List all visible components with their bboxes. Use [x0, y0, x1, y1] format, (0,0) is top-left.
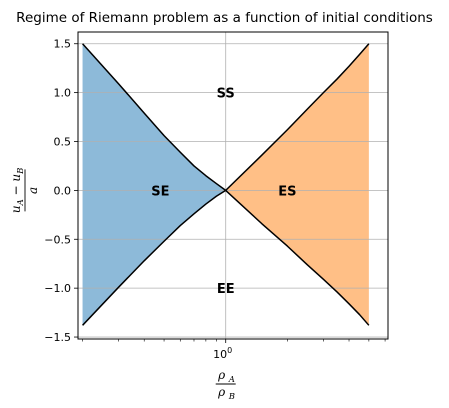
grid-lines [78, 32, 388, 339]
boundary-curve-1 [82, 43, 227, 191]
x-tick-label: 100 [213, 346, 232, 361]
region-fill-es [225, 43, 369, 326]
boundary-curve-4 [225, 189, 370, 326]
y-tick-label: 0.0 [54, 184, 72, 197]
chart-title: Regime of Riemann problem as a function … [16, 10, 433, 26]
y-tick-label: 0.5 [54, 136, 72, 149]
region-label-se: SE [151, 184, 169, 199]
region-label-ee: EE [217, 282, 235, 297]
region-labels: SE ES SS EE [151, 87, 296, 298]
x-label-numerator-sub: A [228, 375, 235, 385]
y-tick-label: 1.0 [54, 87, 72, 100]
y-axis-label: uA − uBa [9, 168, 40, 214]
axes-frame [77, 31, 389, 340]
region-fills [82, 43, 369, 326]
axis-ticks: 1.5 1.0 0.5 0.0 −0.5 −1.0 −1.5 100 [44, 38, 386, 361]
x-label-denominator-sub: B [228, 392, 235, 402]
y-label-numerator: uA − uB [9, 168, 26, 214]
region-label-es: ES [278, 184, 296, 199]
region-label-ss: SS [217, 87, 235, 102]
x-label-denominator: ρ [217, 385, 225, 399]
y-tick-label: −1.5 [44, 331, 71, 344]
y-label-denominator: a [26, 187, 40, 194]
x-axis-label: ρ Aρ B [215, 368, 236, 402]
boundary-curve-2 [82, 189, 227, 326]
y-tick-label: −1.0 [44, 282, 71, 295]
y-tick-label: 1.5 [54, 38, 72, 51]
axes-border [77, 31, 389, 340]
boundary-curves [82, 43, 370, 326]
x-label-numerator: ρ [217, 368, 225, 382]
boundary-curve-3 [225, 43, 370, 191]
y-label-group: uA − uBa [9, 168, 40, 214]
y-tick-label: −0.5 [44, 233, 71, 246]
region-fill-se [82, 43, 226, 326]
